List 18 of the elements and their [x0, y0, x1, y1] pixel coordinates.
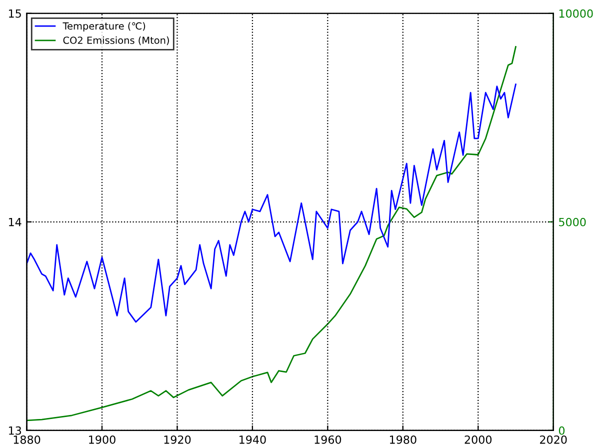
legend-label: CO2 Emissions (Mton) — [63, 36, 169, 46]
x-tick-label: 1880 — [14, 435, 40, 444]
x-tick-label: 1920 — [164, 435, 191, 444]
line-series — [26, 84, 516, 323]
x-tick-label: 2000 — [464, 435, 492, 444]
y2-tick-label: 5000 — [559, 218, 586, 226]
x-tick-label: 1940 — [240, 435, 266, 444]
x-tick-label: 2020 — [540, 435, 567, 444]
legend-label: Temperature (℃) — [62, 22, 146, 32]
x-tick-label: 1900 — [89, 435, 116, 444]
y2-tick-label: 0 — [558, 426, 565, 435]
line-series — [26, 46, 516, 422]
y2-tick-label: 10000 — [559, 9, 593, 18]
x-tick-label: 1980 — [390, 435, 416, 444]
y-tick-label: 15 — [8, 10, 21, 18]
y-tick-label: 14 — [8, 218, 22, 226]
y-tick-label: 13 — [8, 426, 22, 435]
x-tick-label: 1960 — [314, 435, 342, 444]
